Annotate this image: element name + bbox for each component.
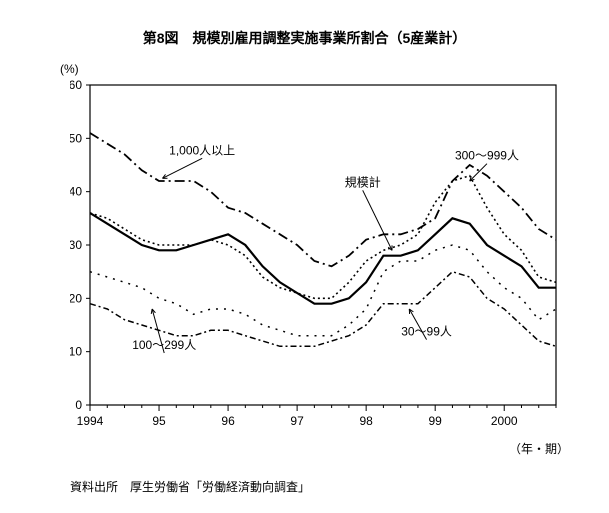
chart-area: 0 10 20 30 40 50 60 1994 95 96 97 98 99 2000 1,000人以上規… [70,75,570,435]
series-300～999人 [90,176,556,299]
ytick-label: 30 [70,238,82,252]
series-100～299人 [90,245,556,336]
series-annotation: 30～99人 [401,325,452,339]
ytick-label: 20 [70,291,82,305]
x-axis-label: （年・期） [509,440,569,457]
ytick-label: 60 [70,78,82,92]
xtick-label: 98 [359,414,373,428]
series-annotation: 1,000人以上 [169,143,235,157]
source-note: 資料出所 厚生労働省「労働経済動向調査」 [70,478,310,495]
chart-title: 第8図 規模別雇用調整実施事業所割合（5産業計） [0,28,609,48]
xtick-label: 1994 [77,414,104,428]
y-axis-label: (%) [60,62,79,76]
chart-svg: 0 10 20 30 40 50 60 1994 95 96 97 98 99 2000 1,000人以上規… [70,75,570,435]
ytick-label: 10 [70,345,82,359]
xtick-label: 2000 [491,414,518,428]
series-annotation: 300～999人 [455,149,519,163]
ytick-label: 40 [70,185,82,199]
ytick-label: 50 [70,131,82,145]
xtick-label: 99 [429,414,443,428]
xtick-label: 96 [221,414,235,428]
ytick-label: 0 [75,398,82,412]
series-annotation: 規模計 [345,174,381,189]
xtick-label: 97 [290,414,304,428]
xtick-label: 95 [152,414,166,428]
series-規模計 [90,213,556,304]
series-annotation: 100～299人 [132,338,196,352]
